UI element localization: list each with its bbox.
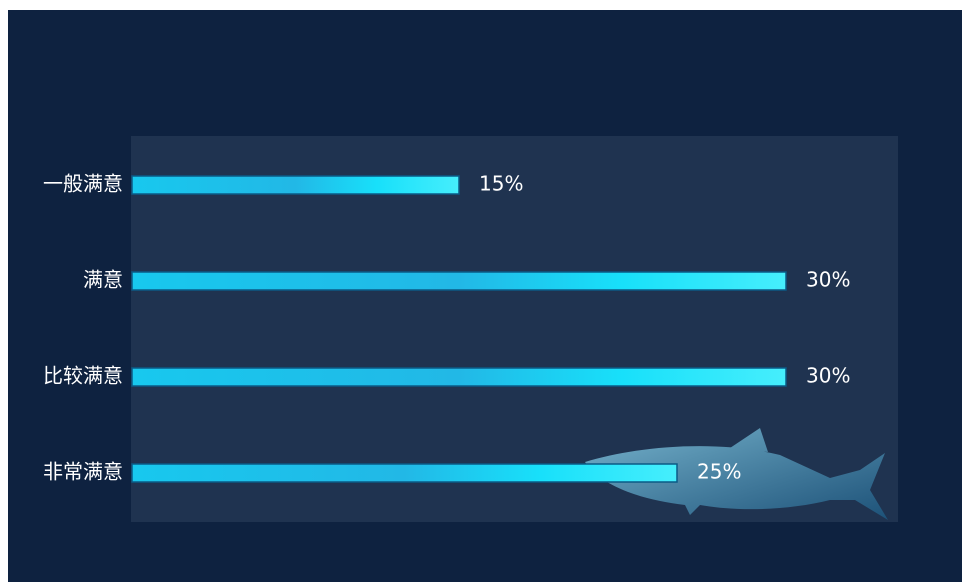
- page: 一般满意15%满意30%比较满意30%非常满意25% (() => { cons…: [0, 0, 962, 582]
- value-label: 15%: [479, 172, 523, 196]
- value-label: 30%: [806, 364, 850, 388]
- category-label: 一般满意: [43, 172, 123, 196]
- bar: [132, 176, 459, 194]
- chart: 一般满意 15% 满意 30% 比较满意 30% 非常满意 25%: [0, 0, 962, 582]
- bar: [132, 464, 677, 482]
- bar: [132, 272, 786, 290]
- value-label: 25%: [697, 460, 741, 484]
- bar: [132, 368, 786, 386]
- value-label: 30%: [806, 268, 850, 292]
- category-label: 非常满意: [43, 460, 123, 484]
- category-label: 比较满意: [43, 364, 123, 388]
- category-label: 满意: [83, 268, 123, 292]
